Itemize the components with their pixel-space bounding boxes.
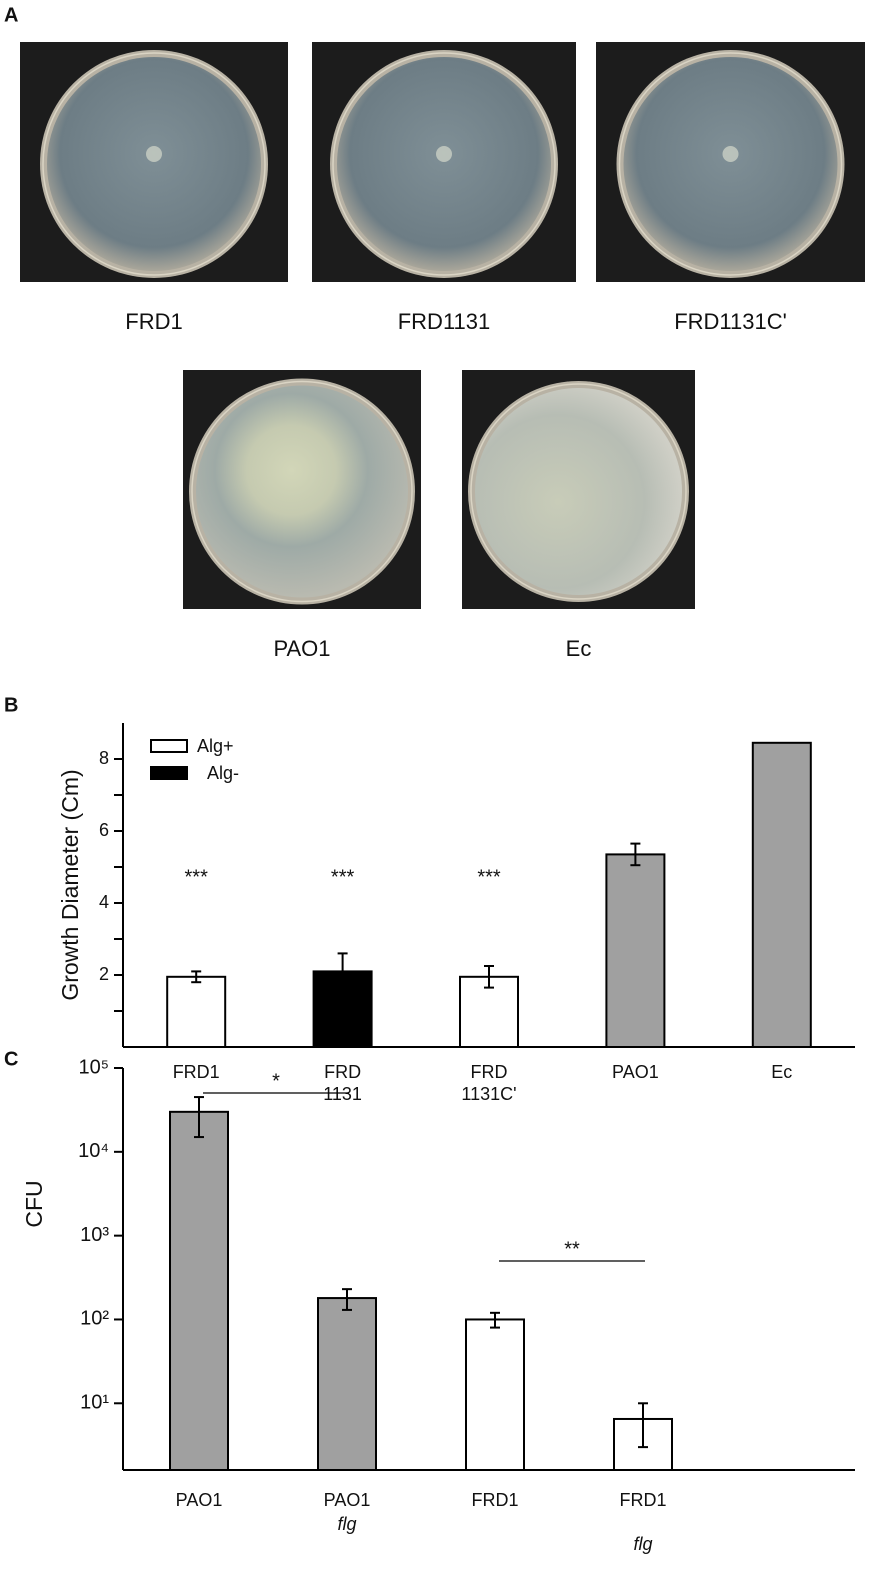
chart-c: 10¹ 10² 10³ 10⁴ 10⁵ CFU PAO1 PAO1 flg FRD1 FRD1 flg… — [21, 1056, 855, 1554]
colony — [146, 146, 162, 162]
x-tick-sublabel: flg — [337, 1514, 356, 1534]
x-tick-label: FRD1 — [471, 1490, 518, 1510]
colony — [722, 146, 739, 162]
legend-label: Alg- — [207, 763, 239, 783]
y-tick-label: 10² — [80, 1308, 109, 1330]
x-tick-label: FRD — [324, 1062, 361, 1082]
y-tick-label: 10³ — [80, 1224, 109, 1246]
x-tick-label: 1131C' — [461, 1084, 516, 1104]
bar — [166, 975, 227, 1048]
dish-agar — [337, 57, 551, 271]
photo-label: FRD1 — [125, 309, 182, 334]
dish-edge — [191, 380, 413, 603]
y-tick-label: 8 — [99, 748, 109, 768]
x-tick-label: PAO1 — [324, 1490, 371, 1510]
y-tick-label: 2 — [99, 964, 109, 984]
x-tick-label: PAO1 — [176, 1490, 223, 1510]
photo-grid: FRD1 FRD1131 FRD1131C' PAO1 Ec — [20, 42, 865, 661]
significance-label: ** — [564, 1238, 580, 1260]
legend-swatch — [150, 739, 188, 753]
x-tick-label: PAO1 — [612, 1062, 659, 1082]
bar — [169, 1110, 229, 1472]
x-tick-label: Ec — [771, 1062, 792, 1082]
panel-label: B — [4, 694, 18, 716]
colony — [436, 146, 452, 162]
photo-label: PAO1 — [273, 636, 330, 661]
photo-label: FRD1131 — [398, 309, 491, 334]
bar — [465, 1318, 525, 1471]
significance-label: * — [272, 1070, 280, 1092]
dish-edge — [332, 52, 556, 276]
x-tick-label: 1131 — [323, 1084, 362, 1104]
y-tick-label: 4 — [99, 892, 109, 912]
x-tick-label: FRD1 — [173, 1062, 220, 1082]
y-tick-label: 10¹ — [80, 1392, 109, 1414]
x-tick-label: FRD1 — [619, 1490, 666, 1510]
panel-label: A — [4, 4, 18, 26]
dish-edge — [470, 383, 687, 600]
panel-label: C — [4, 1048, 18, 1070]
y-tick-label: 10⁵ — [78, 1056, 109, 1078]
dish-agar — [196, 385, 408, 598]
dish-agar — [475, 388, 682, 595]
dish-edge — [42, 52, 266, 276]
x-tick-label: FRD — [471, 1062, 508, 1082]
y-tick-label: 10⁴ — [78, 1140, 109, 1162]
photo-label: Ec — [566, 636, 592, 661]
dish-edge — [618, 52, 843, 276]
y-axis-title: Growth Diameter (Cm) — [57, 769, 83, 1000]
legend-label: Alg+ — [197, 736, 234, 756]
dish-agar — [623, 57, 838, 271]
dish-agar — [47, 57, 261, 271]
bar — [317, 1297, 377, 1471]
significance-label: *** — [477, 866, 501, 888]
legend-swatch — [150, 766, 188, 780]
bar — [605, 853, 666, 1049]
significance-label: *** — [185, 866, 209, 888]
significance-label: *** — [331, 866, 355, 888]
bar — [751, 741, 812, 1048]
photo-label: FRD1131C' — [674, 309, 787, 334]
y-axis-title: CFU — [21, 1180, 47, 1227]
y-tick-label: 6 — [99, 820, 109, 840]
x-tick-sublabel: flg — [633, 1534, 652, 1554]
